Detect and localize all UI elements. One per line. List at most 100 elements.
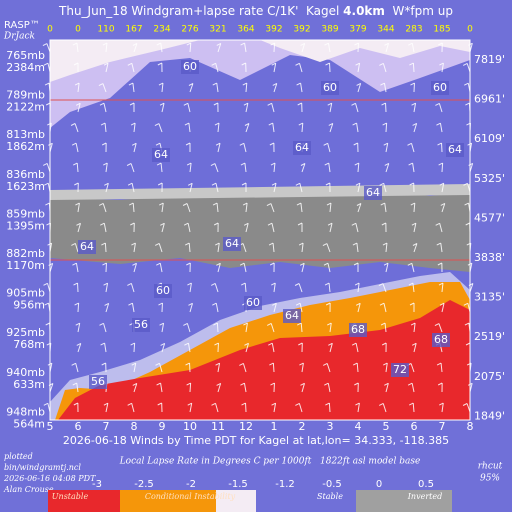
wind-barb [245, 343, 249, 353]
wind-barb-flag [381, 222, 387, 226]
wind-barb-flag [439, 302, 445, 306]
wind-barb-flag [464, 202, 469, 206]
wind-barb-flag [270, 162, 276, 166]
wind-barb [244, 163, 247, 173]
wind-barb-flag [128, 302, 133, 306]
wind-barb-flag [74, 302, 79, 306]
wind-barb-flag [215, 242, 220, 246]
wind-barb-flag [213, 102, 219, 106]
wind-barb-flag [211, 182, 217, 186]
wind-barb [385, 383, 389, 393]
wind-barb [161, 343, 166, 353]
wind-barb [384, 322, 387, 333]
wind-barb [215, 403, 219, 413]
wind-barb [133, 363, 137, 373]
wind-barb [270, 203, 275, 213]
pressure-label: 940mb [6, 366, 45, 379]
wind-barb-flag [408, 282, 414, 286]
wind-barb-flag [239, 142, 245, 146]
wind-barb-flag [126, 163, 132, 166]
wind-barb-flag [131, 142, 137, 146]
wind-barb-flag [128, 82, 134, 86]
wind-barb [74, 243, 79, 253]
footer-right: rhcut [478, 462, 503, 472]
wind-barb-flag [98, 83, 104, 86]
wind-barb-flag [101, 142, 107, 146]
wind-barb [355, 103, 359, 113]
wind-barb-flag [295, 62, 300, 66]
wind-barb-flag [72, 382, 77, 386]
wind-barb-flag [159, 202, 164, 206]
wind-barb-flag [324, 162, 329, 166]
wind-barb-flag [48, 262, 53, 266]
wind-barb-flag [100, 342, 105, 346]
wind-barb-flag [155, 142, 161, 146]
wind-barb [301, 163, 306, 173]
wind-barb-flag [351, 222, 357, 226]
wind-barb-flag [327, 222, 333, 226]
wind-barb-flag [242, 202, 248, 206]
wind-barb-flag [407, 142, 412, 146]
wind-barb [130, 283, 135, 293]
wind-barb [160, 43, 163, 53]
colorbar-tick: -1.2 [275, 479, 295, 490]
wind-barb [327, 43, 331, 53]
wind-barb-flag [103, 282, 108, 286]
wind-barb [439, 223, 443, 233]
wind-barb-flag [383, 262, 389, 266]
wind-barb-flag [324, 42, 329, 46]
wind-barb [189, 382, 192, 393]
contour-label-box [78, 240, 96, 254]
wind-barb-flag [384, 42, 389, 46]
wind-barb-flag [437, 382, 443, 386]
wind-barb-flag [47, 122, 52, 126]
wind-barb-flag [267, 222, 273, 226]
wind-barb-flag [352, 242, 358, 246]
wind-barb-flag [462, 62, 468, 66]
wind-barb [161, 323, 165, 333]
title-part: Thu_Jun_18 Windgram+lapse rate C/1K' Kag… [58, 4, 343, 18]
contour-label-box [181, 60, 199, 74]
wind-barb-flag [132, 382, 138, 386]
wind-barb [355, 223, 359, 233]
wstar-value: 167 [125, 25, 142, 35]
wind-barb [76, 43, 79, 53]
wind-barb [105, 63, 109, 73]
wind-barb-flag [384, 162, 390, 166]
contour-label: 64 [285, 309, 299, 322]
wind-barb-flag [186, 162, 192, 166]
colorbar-class: Inverted [407, 492, 442, 501]
wind-barb-flag [328, 342, 333, 346]
wind-barb-flag [435, 102, 440, 106]
wind-barb-flag [72, 162, 78, 166]
wind-barb-flag [100, 222, 105, 226]
wind-barb-flag [296, 322, 302, 326]
wind-barb [301, 43, 306, 53]
wind-barb-flag [352, 362, 358, 366]
wind-barb-flag [186, 262, 191, 266]
wind-barb [410, 363, 415, 373]
wind-barb [272, 362, 275, 373]
footer: 2026-06-16 04:08 PDT [3, 474, 96, 483]
x-tick-label: 11 [211, 420, 225, 433]
wind-barb [385, 163, 390, 173]
wind-barb-flag [380, 202, 385, 206]
wind-barb [273, 63, 277, 73]
brand-sub: DrJack [3, 32, 35, 42]
wind-barb-flag [185, 362, 190, 366]
wind-barb-flag [270, 382, 275, 386]
wind-barb [189, 403, 193, 413]
pressure-label: 925mb [6, 326, 45, 339]
wind-barb-flag [325, 302, 331, 306]
wind-barb [104, 343, 107, 353]
wind-barb [329, 343, 333, 353]
wind-barb-flag [351, 102, 356, 106]
wind-barb-flag [300, 382, 305, 386]
pressure-label: 859mb [6, 207, 45, 220]
wind-barb-flag [298, 242, 304, 246]
wind-barb-flag [42, 162, 48, 166]
wind-barb-flag [296, 202, 302, 206]
wind-barb-flag [45, 202, 50, 206]
wind-barb [326, 243, 331, 253]
wind-barb-flag [127, 402, 132, 406]
